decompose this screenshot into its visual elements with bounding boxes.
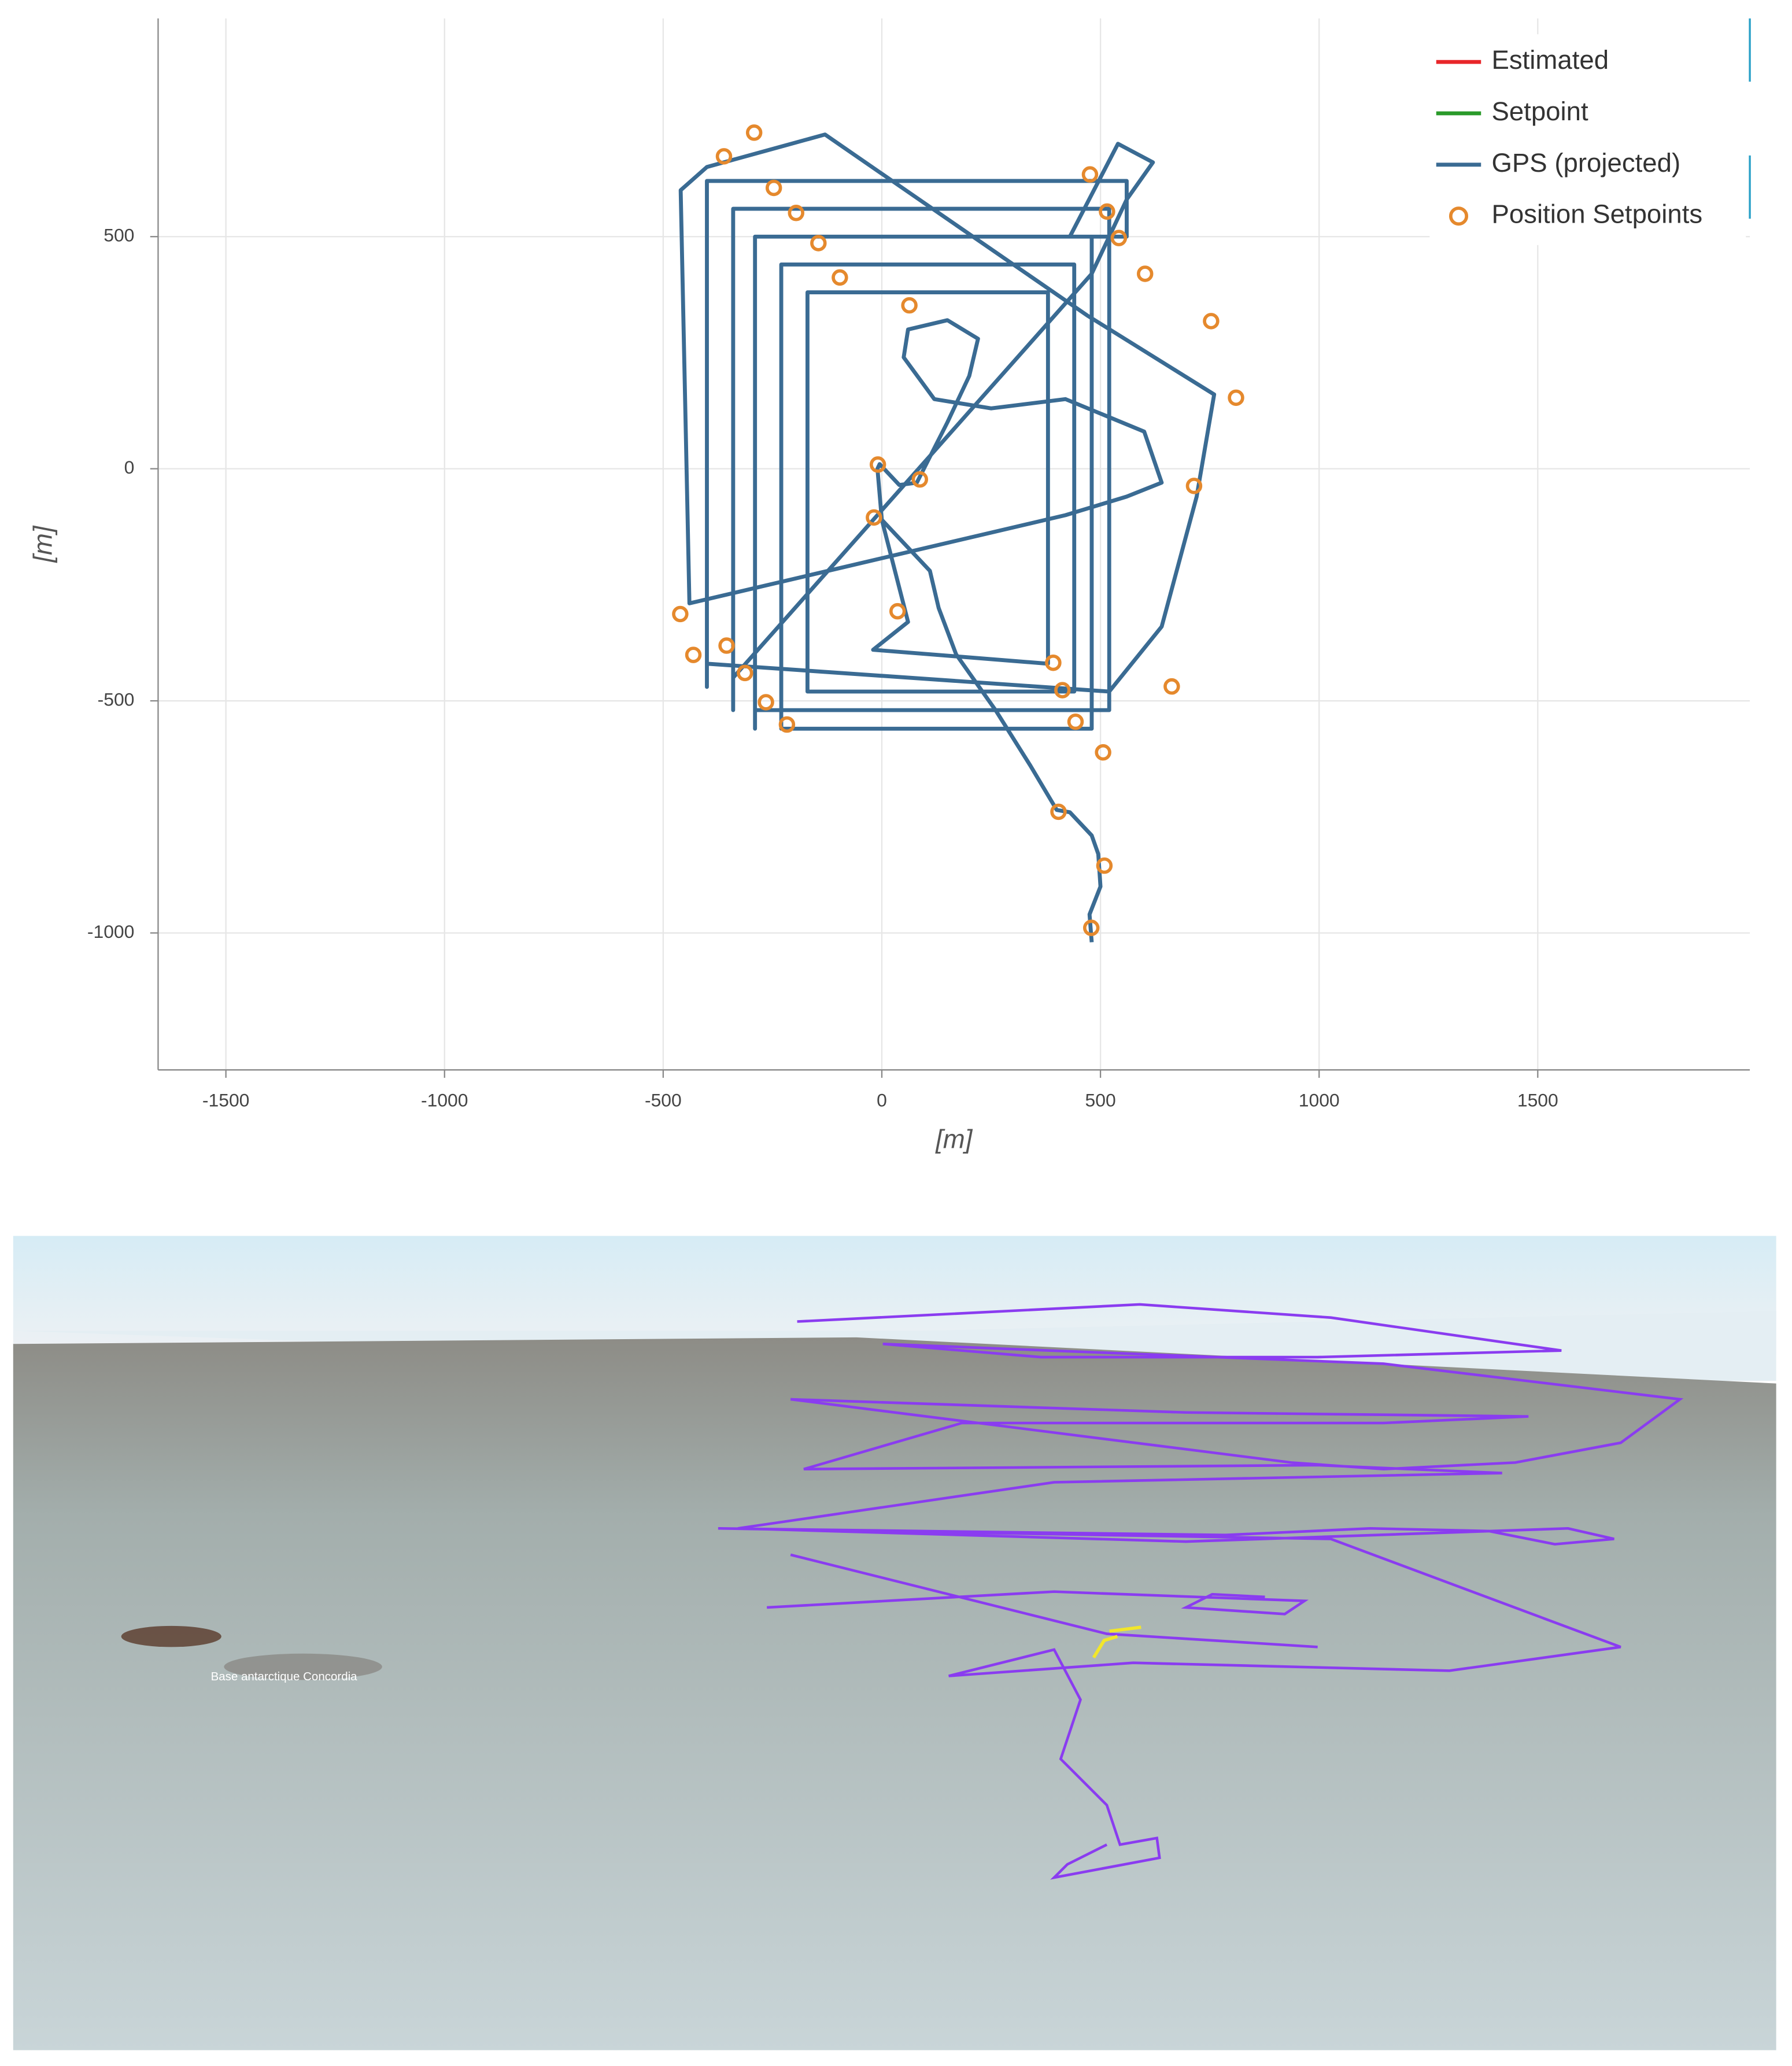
flight-track xyxy=(718,1303,1684,1880)
setpoint xyxy=(1163,678,1180,695)
station xyxy=(121,1625,221,1647)
setpoint xyxy=(718,637,735,654)
setpoint xyxy=(1110,230,1128,246)
setpoint xyxy=(1050,803,1067,821)
setpoint xyxy=(1096,857,1113,874)
legend-label: Estimated xyxy=(1491,45,1609,75)
setpoint xyxy=(778,716,796,733)
setpoint xyxy=(911,471,929,488)
y-tick-label: -500 xyxy=(98,689,135,709)
setpoint xyxy=(672,605,689,623)
x-tick-label: 1000 xyxy=(1299,1089,1340,1110)
setpoint xyxy=(1045,654,1062,671)
plot: -1500 -1000 -500 0 500 1000 1500 -1000 -500 0 500 xyxy=(87,18,1750,1110)
x-tick-label: -1500 xyxy=(202,1089,250,1110)
track-segment xyxy=(1092,1625,1141,1659)
y-tick-label: -1000 xyxy=(87,921,135,942)
y-axis-label: [m] xyxy=(28,525,58,563)
legend-box xyxy=(1429,34,1746,245)
setpoint xyxy=(715,148,733,165)
x-tick-label: 500 xyxy=(1085,1089,1115,1110)
place-label: Base antarctique Concordia xyxy=(211,1670,358,1683)
setpoint xyxy=(765,179,782,197)
setpoint xyxy=(901,297,918,314)
x-tick-label: 0 xyxy=(877,1089,887,1110)
setpoint xyxy=(788,205,805,221)
setpoint xyxy=(737,664,753,682)
legend-marker xyxy=(1449,206,1469,226)
ice-field xyxy=(13,1337,1776,2050)
x-tick-label: -1000 xyxy=(421,1089,468,1110)
setpoint xyxy=(869,456,886,473)
setpoint xyxy=(1136,265,1154,282)
station xyxy=(224,1653,382,1680)
setpoint xyxy=(1095,744,1111,761)
y-tick-label: 0 xyxy=(124,457,135,478)
setpoint xyxy=(866,509,882,526)
setpoint xyxy=(1203,313,1220,330)
setpoint xyxy=(1099,203,1115,220)
setpoint xyxy=(810,235,827,252)
setpoint xyxy=(889,603,906,620)
setpoint xyxy=(1067,713,1084,730)
setpoint xyxy=(1081,166,1099,183)
x-axis-label: [m] xyxy=(935,1124,973,1154)
setpoint xyxy=(1082,919,1100,936)
setpoint xyxy=(745,124,763,141)
setpoint xyxy=(758,694,774,711)
legend-label: Setpoint xyxy=(1491,97,1588,126)
y-tick-label: 500 xyxy=(104,225,134,246)
setpoint xyxy=(685,646,702,663)
setpoint xyxy=(1054,682,1071,698)
setpoint xyxy=(1185,478,1203,494)
scene: Base antarctique Concordia xyxy=(13,1236,1776,2050)
x-tick-label: 1500 xyxy=(1517,1089,1558,1110)
legend: Estimated Setpoint GPS (projected) Position… xyxy=(1436,45,1702,229)
x-tick-label: -500 xyxy=(645,1089,682,1110)
legend-label: Position Setpoints xyxy=(1491,199,1702,229)
setpoint xyxy=(1228,389,1244,406)
setpoint xyxy=(832,269,848,286)
legend-label: GPS (projected) xyxy=(1491,148,1680,178)
